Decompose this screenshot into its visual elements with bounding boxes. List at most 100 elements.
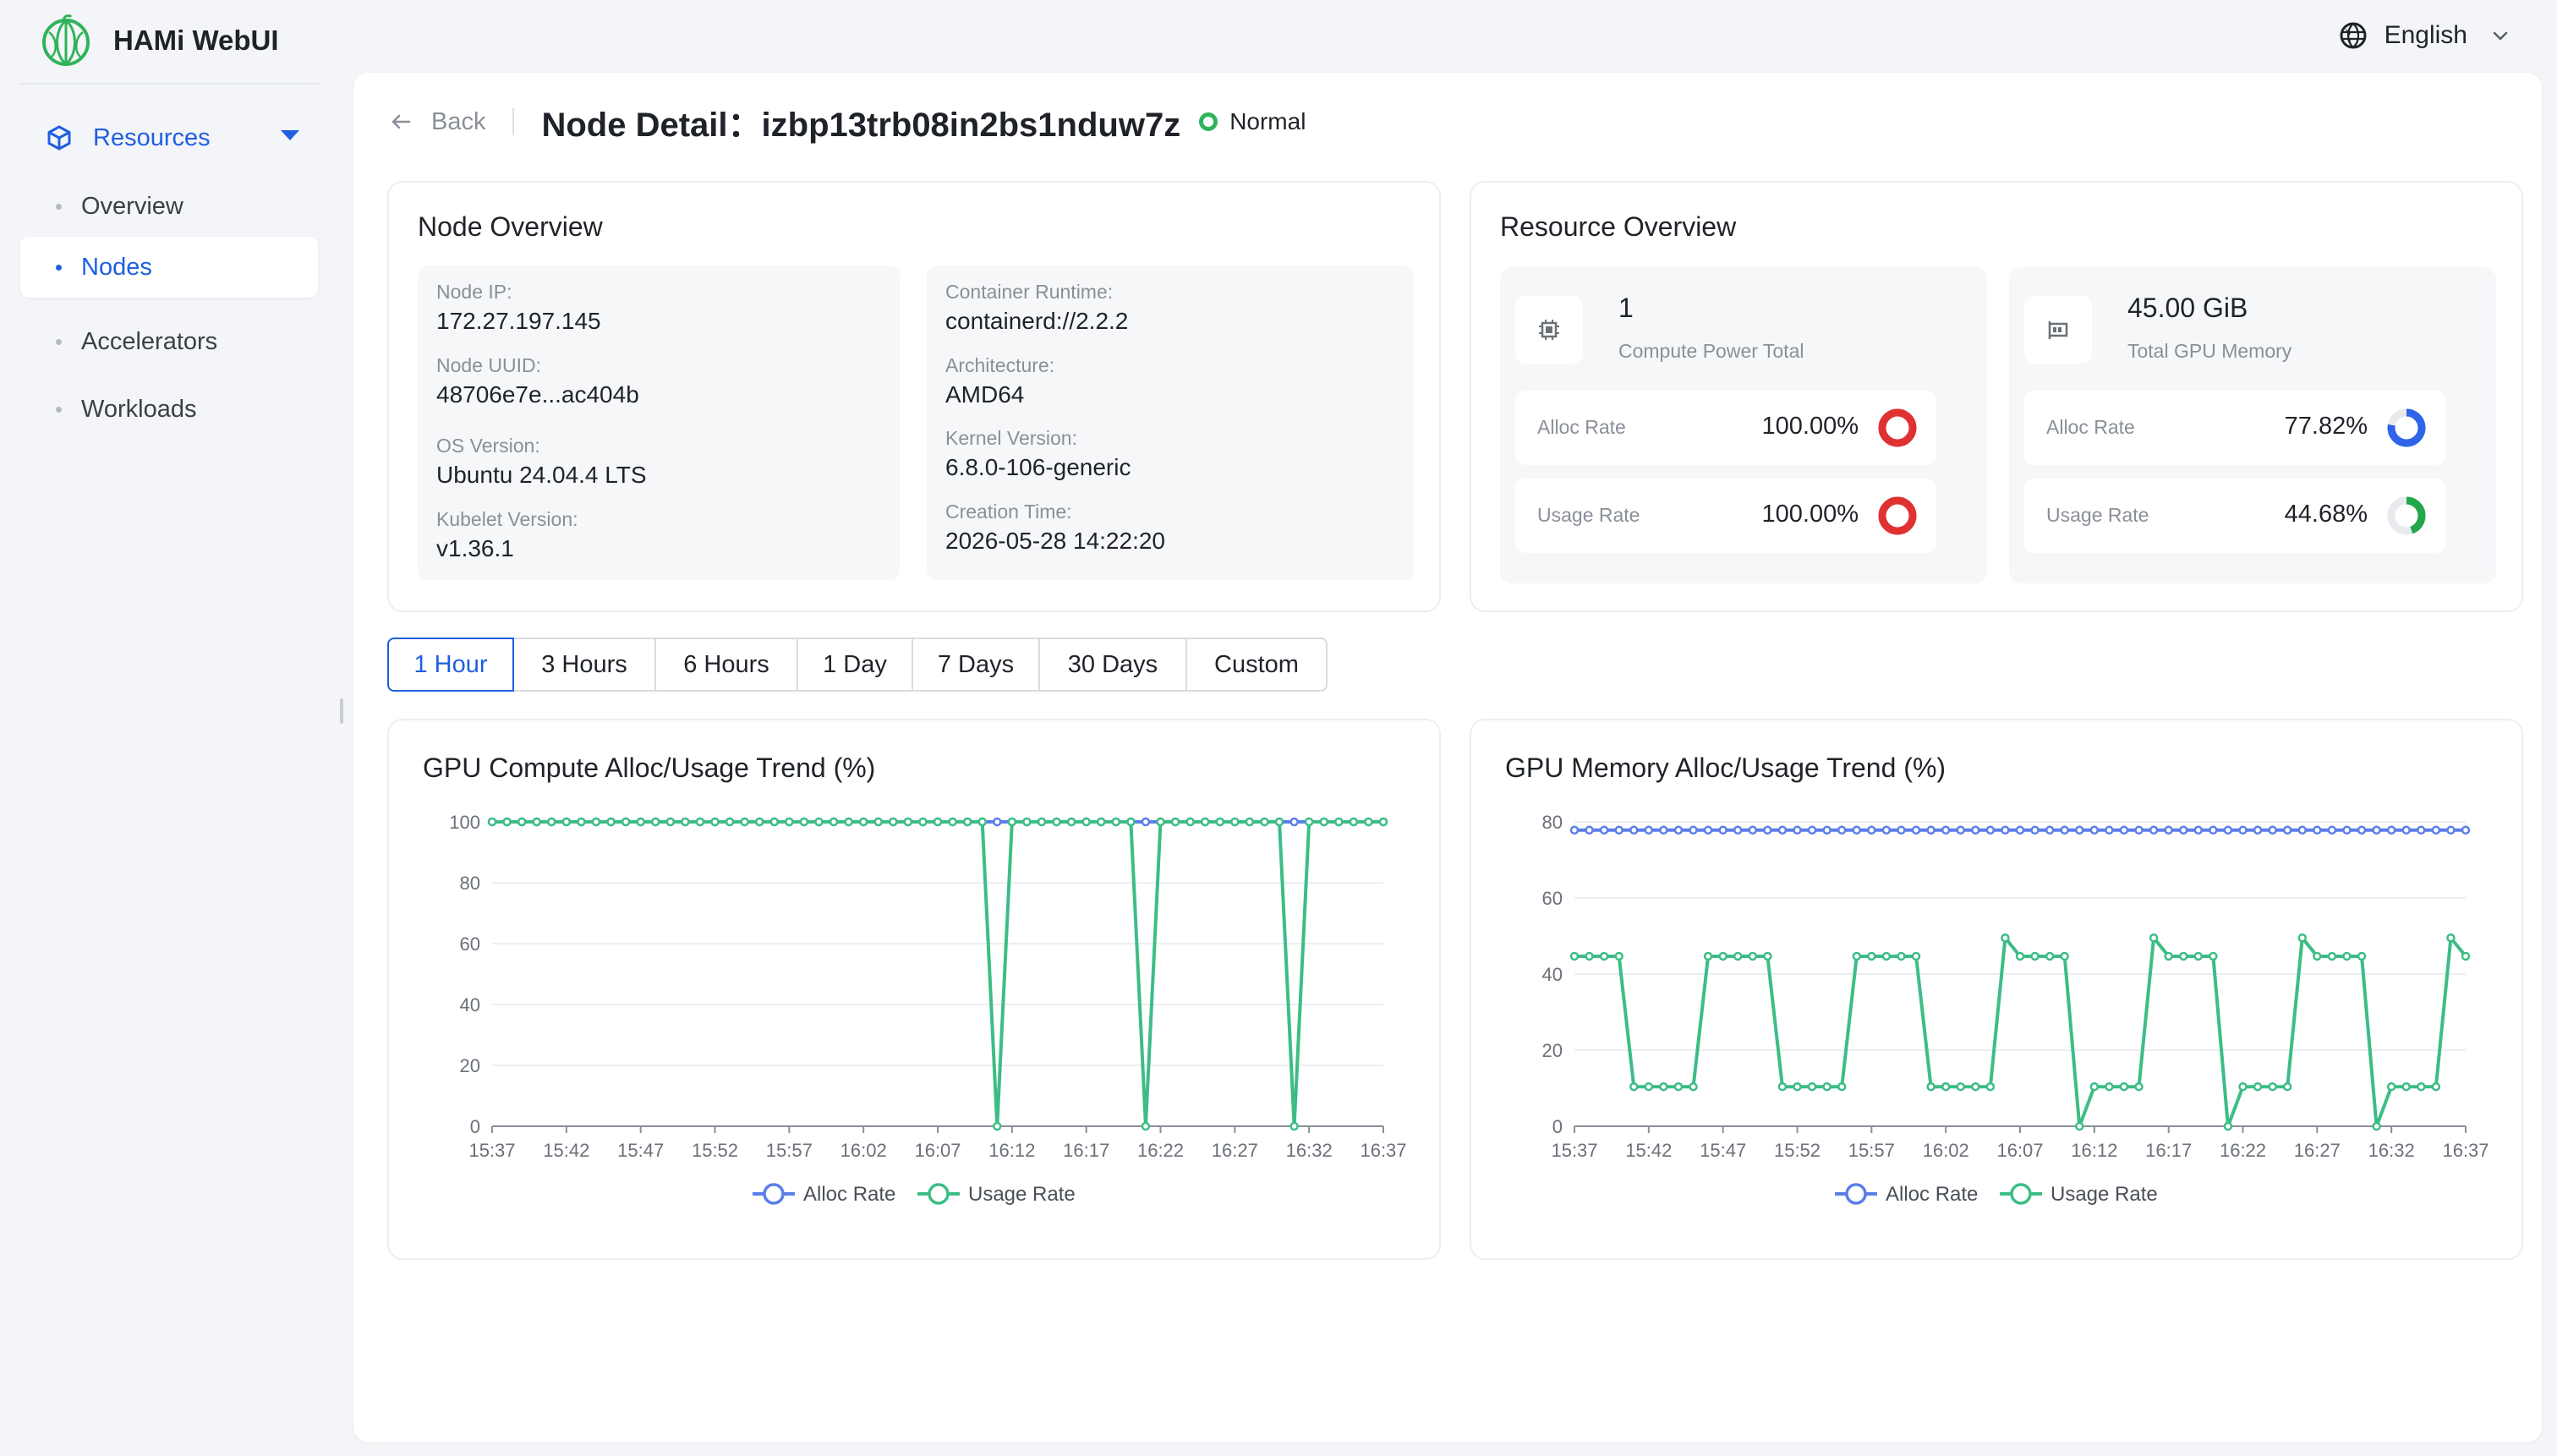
data-point[interactable]	[889, 817, 898, 827]
data-point[interactable]	[1185, 817, 1195, 827]
data-point[interactable]	[2149, 825, 2159, 835]
data-point[interactable]	[561, 817, 572, 827]
data-point[interactable]	[1777, 825, 1788, 835]
data-point[interactable]	[636, 817, 645, 827]
data-point[interactable]	[591, 817, 601, 827]
data-point[interactable]	[993, 1121, 1002, 1131]
data-point[interactable]	[681, 817, 690, 827]
data-point[interactable]	[1867, 951, 1876, 961]
data-point[interactable]	[1941, 1081, 1951, 1092]
data-point[interactable]	[858, 817, 868, 827]
data-point[interactable]	[2030, 951, 2040, 961]
data-point[interactable]	[1822, 825, 1832, 835]
data-point[interactable]	[1614, 951, 1623, 961]
data-point[interactable]	[1718, 951, 1727, 961]
data-point[interactable]	[1763, 951, 1772, 961]
data-point[interactable]	[665, 817, 676, 827]
data-point[interactable]	[2268, 1081, 2277, 1092]
data-point[interactable]	[1985, 825, 1996, 835]
data-point[interactable]	[2372, 825, 2381, 835]
language-selector[interactable]: English	[2339, 17, 2511, 54]
data-point[interactable]	[2431, 1081, 2441, 1092]
legend-label[interactable]: Usage Rate	[2051, 1183, 2158, 1206]
data-point[interactable]	[2164, 951, 2173, 961]
data-point[interactable]	[1569, 825, 1580, 835]
data-point[interactable]	[1897, 825, 1906, 835]
data-point[interactable]	[710, 817, 720, 827]
data-point[interactable]	[1364, 817, 1373, 827]
data-point[interactable]	[1334, 817, 1344, 827]
data-point[interactable]	[2238, 825, 2248, 835]
data-point[interactable]	[2297, 933, 2308, 943]
data-point[interactable]	[2446, 933, 2456, 943]
data-point[interactable]	[1689, 1081, 1698, 1092]
data-point[interactable]	[1822, 1081, 1832, 1092]
data-point[interactable]	[1837, 825, 1847, 835]
data-point[interactable]	[2178, 825, 2188, 835]
data-point[interactable]	[1585, 825, 1594, 835]
data-point[interactable]	[1837, 1081, 1847, 1092]
data-point[interactable]	[1614, 825, 1623, 835]
data-point[interactable]	[2178, 951, 2188, 961]
data-point[interactable]	[1881, 825, 1892, 835]
data-point[interactable]	[2461, 825, 2471, 835]
data-point[interactable]	[2401, 825, 2411, 835]
data-point[interactable]	[487, 817, 497, 827]
data-point[interactable]	[2119, 825, 2129, 835]
series-line-usage[interactable]	[1574, 936, 2467, 1128]
data-point[interactable]	[577, 817, 586, 827]
data-point[interactable]	[1926, 825, 1936, 835]
sidebar-group-resources[interactable]: Resources	[20, 110, 321, 166]
data-point[interactable]	[1156, 817, 1165, 827]
data-point[interactable]	[2386, 825, 2396, 835]
data-point[interactable]	[2149, 933, 2159, 943]
data-point[interactable]	[1971, 825, 1980, 835]
data-point[interactable]	[2253, 1081, 2263, 1092]
data-point[interactable]	[2342, 951, 2352, 961]
data-point[interactable]	[547, 817, 556, 827]
data-point[interactable]	[1007, 817, 1017, 827]
data-point[interactable]	[2105, 1081, 2114, 1092]
data-point[interactable]	[1629, 1081, 1639, 1092]
data-point[interactable]	[1599, 951, 1609, 961]
data-point[interactable]	[769, 817, 780, 827]
series-line-usage[interactable]	[492, 820, 1383, 1128]
data-point[interactable]	[1245, 817, 1255, 827]
data-point[interactable]	[1378, 817, 1388, 827]
data-point[interactable]	[2001, 825, 2010, 835]
data-point[interactable]	[2075, 825, 2084, 835]
data-point[interactable]	[1022, 817, 1032, 827]
caret-down-icon[interactable]	[281, 130, 299, 140]
data-point[interactable]	[1274, 817, 1284, 827]
data-point[interactable]	[1703, 951, 1713, 961]
range-custom-button[interactable]: Custom	[1187, 638, 1328, 692]
data-point[interactable]	[2282, 825, 2292, 835]
legend-label[interactable]: Usage Rate	[968, 1183, 1076, 1206]
data-point[interactable]	[2119, 1081, 2129, 1092]
data-point[interactable]	[1763, 825, 1772, 835]
data-point[interactable]	[1703, 825, 1713, 835]
data-point[interactable]	[1956, 825, 1965, 835]
data-point[interactable]	[948, 817, 957, 827]
data-point[interactable]	[2357, 951, 2367, 961]
data-point[interactable]	[1733, 825, 1743, 835]
data-point[interactable]	[903, 817, 913, 827]
data-point[interactable]	[1081, 817, 1091, 827]
data-point[interactable]	[2417, 1081, 2426, 1092]
data-point[interactable]	[1260, 817, 1269, 827]
sidebar-item-nodes[interactable]: Nodes	[20, 237, 318, 298]
data-point[interactable]	[814, 817, 824, 827]
sidebar-item-accelerators[interactable]: Accelerators	[20, 311, 318, 372]
data-point[interactable]	[2015, 951, 2025, 961]
data-point[interactable]	[1052, 817, 1061, 827]
data-point[interactable]	[2342, 825, 2352, 835]
data-point[interactable]	[1897, 951, 1906, 961]
range-3-hours-button[interactable]: 3 Hours	[514, 638, 656, 692]
data-point[interactable]	[1659, 1081, 1668, 1092]
data-point[interactable]	[2089, 1081, 2100, 1092]
data-point[interactable]	[1689, 825, 1698, 835]
data-point[interactable]	[532, 817, 541, 827]
data-point[interactable]	[754, 817, 764, 827]
legend-label[interactable]: Alloc Rate	[803, 1183, 895, 1206]
data-point[interactable]	[2193, 951, 2204, 961]
